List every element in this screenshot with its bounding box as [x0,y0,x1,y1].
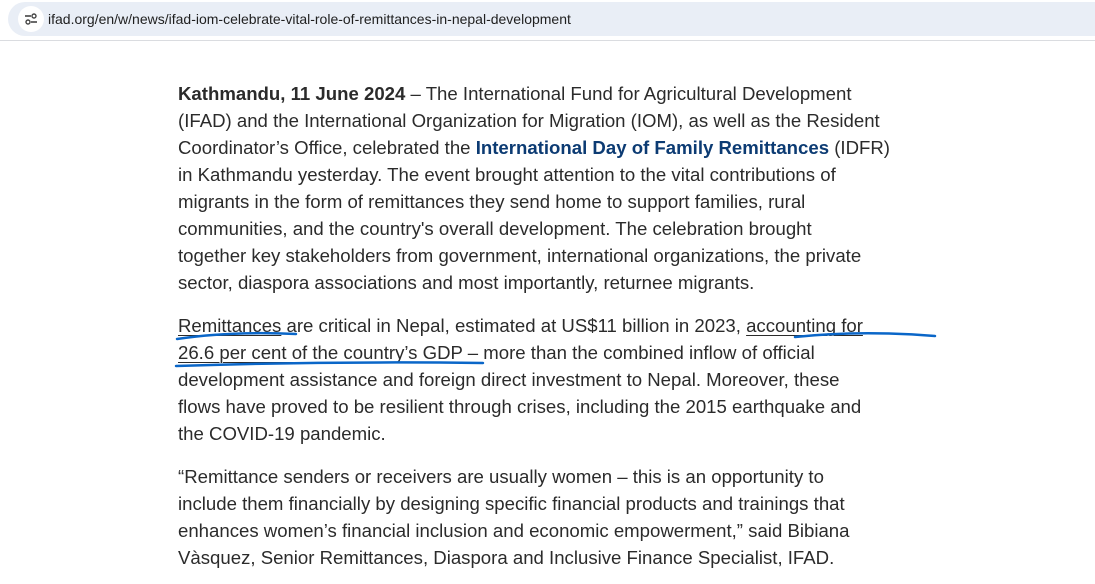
text: (IDFR) [829,137,890,158]
paragraph-2-line: the COVID-19 pandemic. [178,423,386,444]
paragraph-3-line: enhances women’s financial inclusion and… [178,520,850,541]
paragraph-1-line: Coordinator’s Office, celebrated the Int… [178,134,890,161]
site-info-tune-icon[interactable] [18,6,44,32]
paragraph-2-line: Remittances are critical in Nepal, estim… [178,312,863,339]
paragraph-1-line: (IFAD) and the International Organizatio… [178,110,880,131]
paragraph-3-line: “Remittance senders or receivers are usu… [178,466,824,487]
paragraph-3-line: Vàsquez, Senior Remittances, Diaspora an… [178,547,835,568]
url-text[interactable]: ifad.org/en/w/news/ifad-iom-celebrate-vi… [48,11,571,27]
address-bar[interactable]: ifad.org/en/w/news/ifad-iom-celebrate-vi… [8,2,1095,36]
paragraph-2-line: development assistance and foreign direc… [178,369,840,390]
text: – The International Fund for Agricultura… [405,83,852,104]
gdp-share-link[interactable]: 26.6 per cent of the country’s GDP [178,342,463,363]
paragraph-2-line: 26.6 per cent of the country’s GDP – mor… [178,339,815,366]
remittances-link[interactable]: Remittances [178,315,282,336]
text: are critical in Nepal, estimated at US$1… [281,315,747,336]
paragraph-1-line: together key stakeholders from governmen… [178,245,862,266]
dateline: Kathmandu, 11 June 2024 [178,83,406,104]
text: – more than the combined inflow of offic… [462,342,815,363]
paragraph-2-line: flows have proved to be resilient throug… [178,396,862,417]
paragraph-1-line: communities, and the country's overall d… [178,218,812,239]
gdp-share-link[interactable]: accounting for [746,315,863,336]
paragraph-1-line: sector, diaspora associations and most i… [178,272,755,293]
paragraph-1-line: Kathmandu, 11 June 2024 – The Internatio… [178,80,852,107]
paragraph-1-line: migrants in the form of remittances they… [178,191,806,212]
paragraph-1-line: in Kathmandu yesterday. The event brough… [178,164,836,185]
toolbar-divider [0,40,1095,41]
paragraph-3-line: include them financially by designing sp… [178,493,845,514]
text: Coordinator’s Office, celebrated the [178,137,476,158]
idfr-link[interactable]: International Day of Family Remittances [475,137,830,158]
